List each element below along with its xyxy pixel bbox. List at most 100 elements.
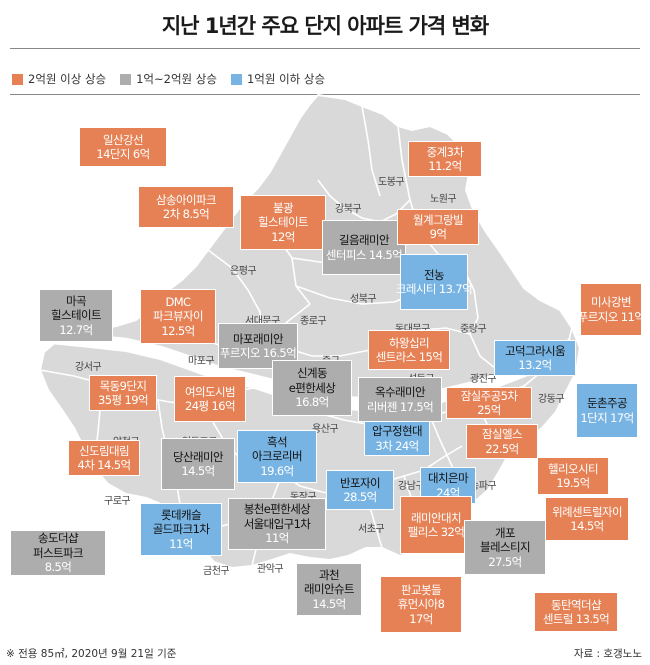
complex-price: 17억 xyxy=(409,611,433,626)
complex-callout: 위례센트럴자이 14.5억 xyxy=(545,497,629,541)
complex-price: 19.6억 xyxy=(260,463,294,478)
complex-detail: 블레스티지 xyxy=(480,540,531,555)
complex-detail: 힐스테이트 xyxy=(51,308,102,323)
complex-name: 신도림대림 xyxy=(79,443,130,458)
district-label: 성북구 xyxy=(350,294,377,305)
complex-callout: 마곡 힐스테이트 12.7억 xyxy=(39,289,113,342)
complex-detail: 센트럴 xyxy=(542,612,574,626)
complex-name: 판교봇들 xyxy=(401,582,442,597)
complex-detail: 24평 xyxy=(185,399,209,413)
complex-name: 미사강변 xyxy=(591,295,632,310)
complex-detail: 리버젠 xyxy=(366,399,398,414)
complex-name: 래미안대치 xyxy=(411,510,462,525)
complex-name: 전농 xyxy=(424,267,445,282)
complex-callout: 흑석 아크로리버 19.6억 xyxy=(237,430,317,483)
complex-price: 12.5억 xyxy=(161,323,195,338)
complex-detail: 2차 xyxy=(162,207,180,221)
district-label: 서대문구 xyxy=(245,316,280,327)
complex-callout: 판교봇들 휴먼시아8 17억 xyxy=(380,576,462,633)
complex-name: 둔촌주공 xyxy=(587,396,628,411)
district-label: 강남구 xyxy=(398,481,425,492)
complex-name: 잠실엘스 xyxy=(482,427,523,442)
complex-price: 25억 xyxy=(477,403,501,417)
complex-detail-line: 래미안슈트 xyxy=(304,582,355,597)
source-credit: 자료 : 호갱노노 xyxy=(573,648,642,660)
complex-price-line: 14단지 6억 xyxy=(96,147,150,161)
complex-detail: 서울대입구1차 xyxy=(243,516,311,531)
complex-price-line: 14.5억 xyxy=(181,464,215,478)
complex-price: 14.5억 xyxy=(312,596,346,611)
complex-detail: 크레시티 xyxy=(395,282,437,296)
complex-name: 봉천e편한세상 xyxy=(243,502,311,517)
district-label: 용산구 xyxy=(312,424,339,435)
complex-callout: 신도림대림 4차 14.5억 xyxy=(68,440,140,476)
complex-price-line: 25억 xyxy=(477,403,501,417)
complex-detail: 4차 xyxy=(77,458,95,472)
district-label: 동작구 xyxy=(290,488,317,503)
complex-name: 목동9단지 xyxy=(99,378,147,393)
complex-callout: 월계그랑빌 9억 xyxy=(397,209,479,245)
complex-name: 개포 xyxy=(495,525,516,540)
complex-detail-line: e편한세상 xyxy=(289,381,336,395)
complex-callout: DMC 파크뷰자이 12.5억 xyxy=(140,289,216,344)
complex-detail: 래미안슈트 xyxy=(304,582,355,597)
complex-detail-line: 파크뷰자이 xyxy=(153,309,204,324)
complex-price: 12.7억 xyxy=(59,322,93,337)
complex-price: 14.5억 xyxy=(368,247,403,262)
complex-price-line: 12.7억 xyxy=(59,322,93,337)
complex-name: DMC xyxy=(165,294,191,309)
complex-price: 24억 xyxy=(395,438,419,453)
complex-price-line: 1단지 17억 xyxy=(580,410,634,425)
complex-callout: 목동9단지 35평 19억 xyxy=(89,375,157,411)
complex-price-line: 크레시티 13.7억 xyxy=(395,282,473,296)
complex-price-line: 팰리스 32억 xyxy=(407,525,465,539)
complex-callout: 여의도시범 24평 16억 xyxy=(174,376,246,422)
complex-price: 12억 xyxy=(271,229,295,244)
complex-detail: 푸르지오 xyxy=(219,346,261,360)
district-label: 관악구 xyxy=(257,564,284,575)
complex-name: 동탄역더샵 xyxy=(551,597,602,612)
complex-price-line: 9억 xyxy=(430,227,447,241)
legend-swatch xyxy=(120,73,132,85)
district-label: 서초구 xyxy=(358,524,385,535)
district-label: 마포구 xyxy=(188,356,215,367)
district-label: 은평구 xyxy=(230,266,257,277)
complex-detail-line: 서울대입구1차 xyxy=(244,517,311,531)
complex-callout: 봉천e편한세상 서울대입구1차 11억 xyxy=(228,498,326,550)
complex-callout: 헬리오시티 19.5억 xyxy=(537,457,609,495)
complex-name: 신계동 xyxy=(297,366,328,381)
district-label: 노원구 xyxy=(430,194,457,205)
district-label: 도봉구 xyxy=(378,177,405,188)
district-label: 종로구 xyxy=(300,316,327,327)
complex-detail: 파크뷰자이 xyxy=(153,309,204,324)
complex-name: 여의도시범 xyxy=(185,384,236,399)
complex-name: 잠실주공5차 xyxy=(460,388,518,403)
district-label: 동대문구 xyxy=(395,320,430,335)
complex-price: 13.2억 xyxy=(518,358,552,372)
complex-price-line: 11억 xyxy=(265,531,289,546)
district-label: 강북구 xyxy=(335,204,362,215)
complex-name: 일산강선 xyxy=(103,132,144,147)
complex-detail-line: 골드파크1차 xyxy=(153,522,210,536)
complex-callout: 마포래미안 푸르지오 16.5억 xyxy=(218,323,298,369)
complex-price: 14.5억 xyxy=(181,464,215,478)
complex-price-line: 14.5억 xyxy=(570,519,604,533)
complex-detail: 팰리스 xyxy=(407,525,439,539)
complex-callout: 동탄역더샵 센트럴 13.5억 xyxy=(534,592,618,632)
district-label: 강동구 xyxy=(538,394,565,405)
complex-name: 흑석 xyxy=(267,434,288,449)
complex-detail-line: 힐스테이트 xyxy=(51,308,102,323)
complex-detail-line: 힐스테이트 xyxy=(258,215,309,229)
map-title: 지난 1년간 주요 단지 아파트 가격 변화 xyxy=(161,14,489,38)
district-label: 강서구 xyxy=(75,362,102,373)
complex-price: 14.5억 xyxy=(97,458,131,472)
complex-callout: 둔촌주공 1단지 17억 xyxy=(576,383,638,438)
complex-price-line: 22.5억 xyxy=(485,442,519,456)
complex-price-line: 27.5억 xyxy=(488,555,522,569)
complex-price: 11억 xyxy=(265,531,289,546)
district-label: 구로구 xyxy=(104,496,131,507)
legend: 2억원 이상 상승 1억~2억원 상승 1억원 이하 상승 xyxy=(12,71,325,87)
complex-detail: 1단지 xyxy=(580,410,608,425)
complex-callout: 옥수래미안 리버젠 17.5억 xyxy=(358,377,442,422)
complex-price-line: 11.2억 xyxy=(428,159,462,173)
